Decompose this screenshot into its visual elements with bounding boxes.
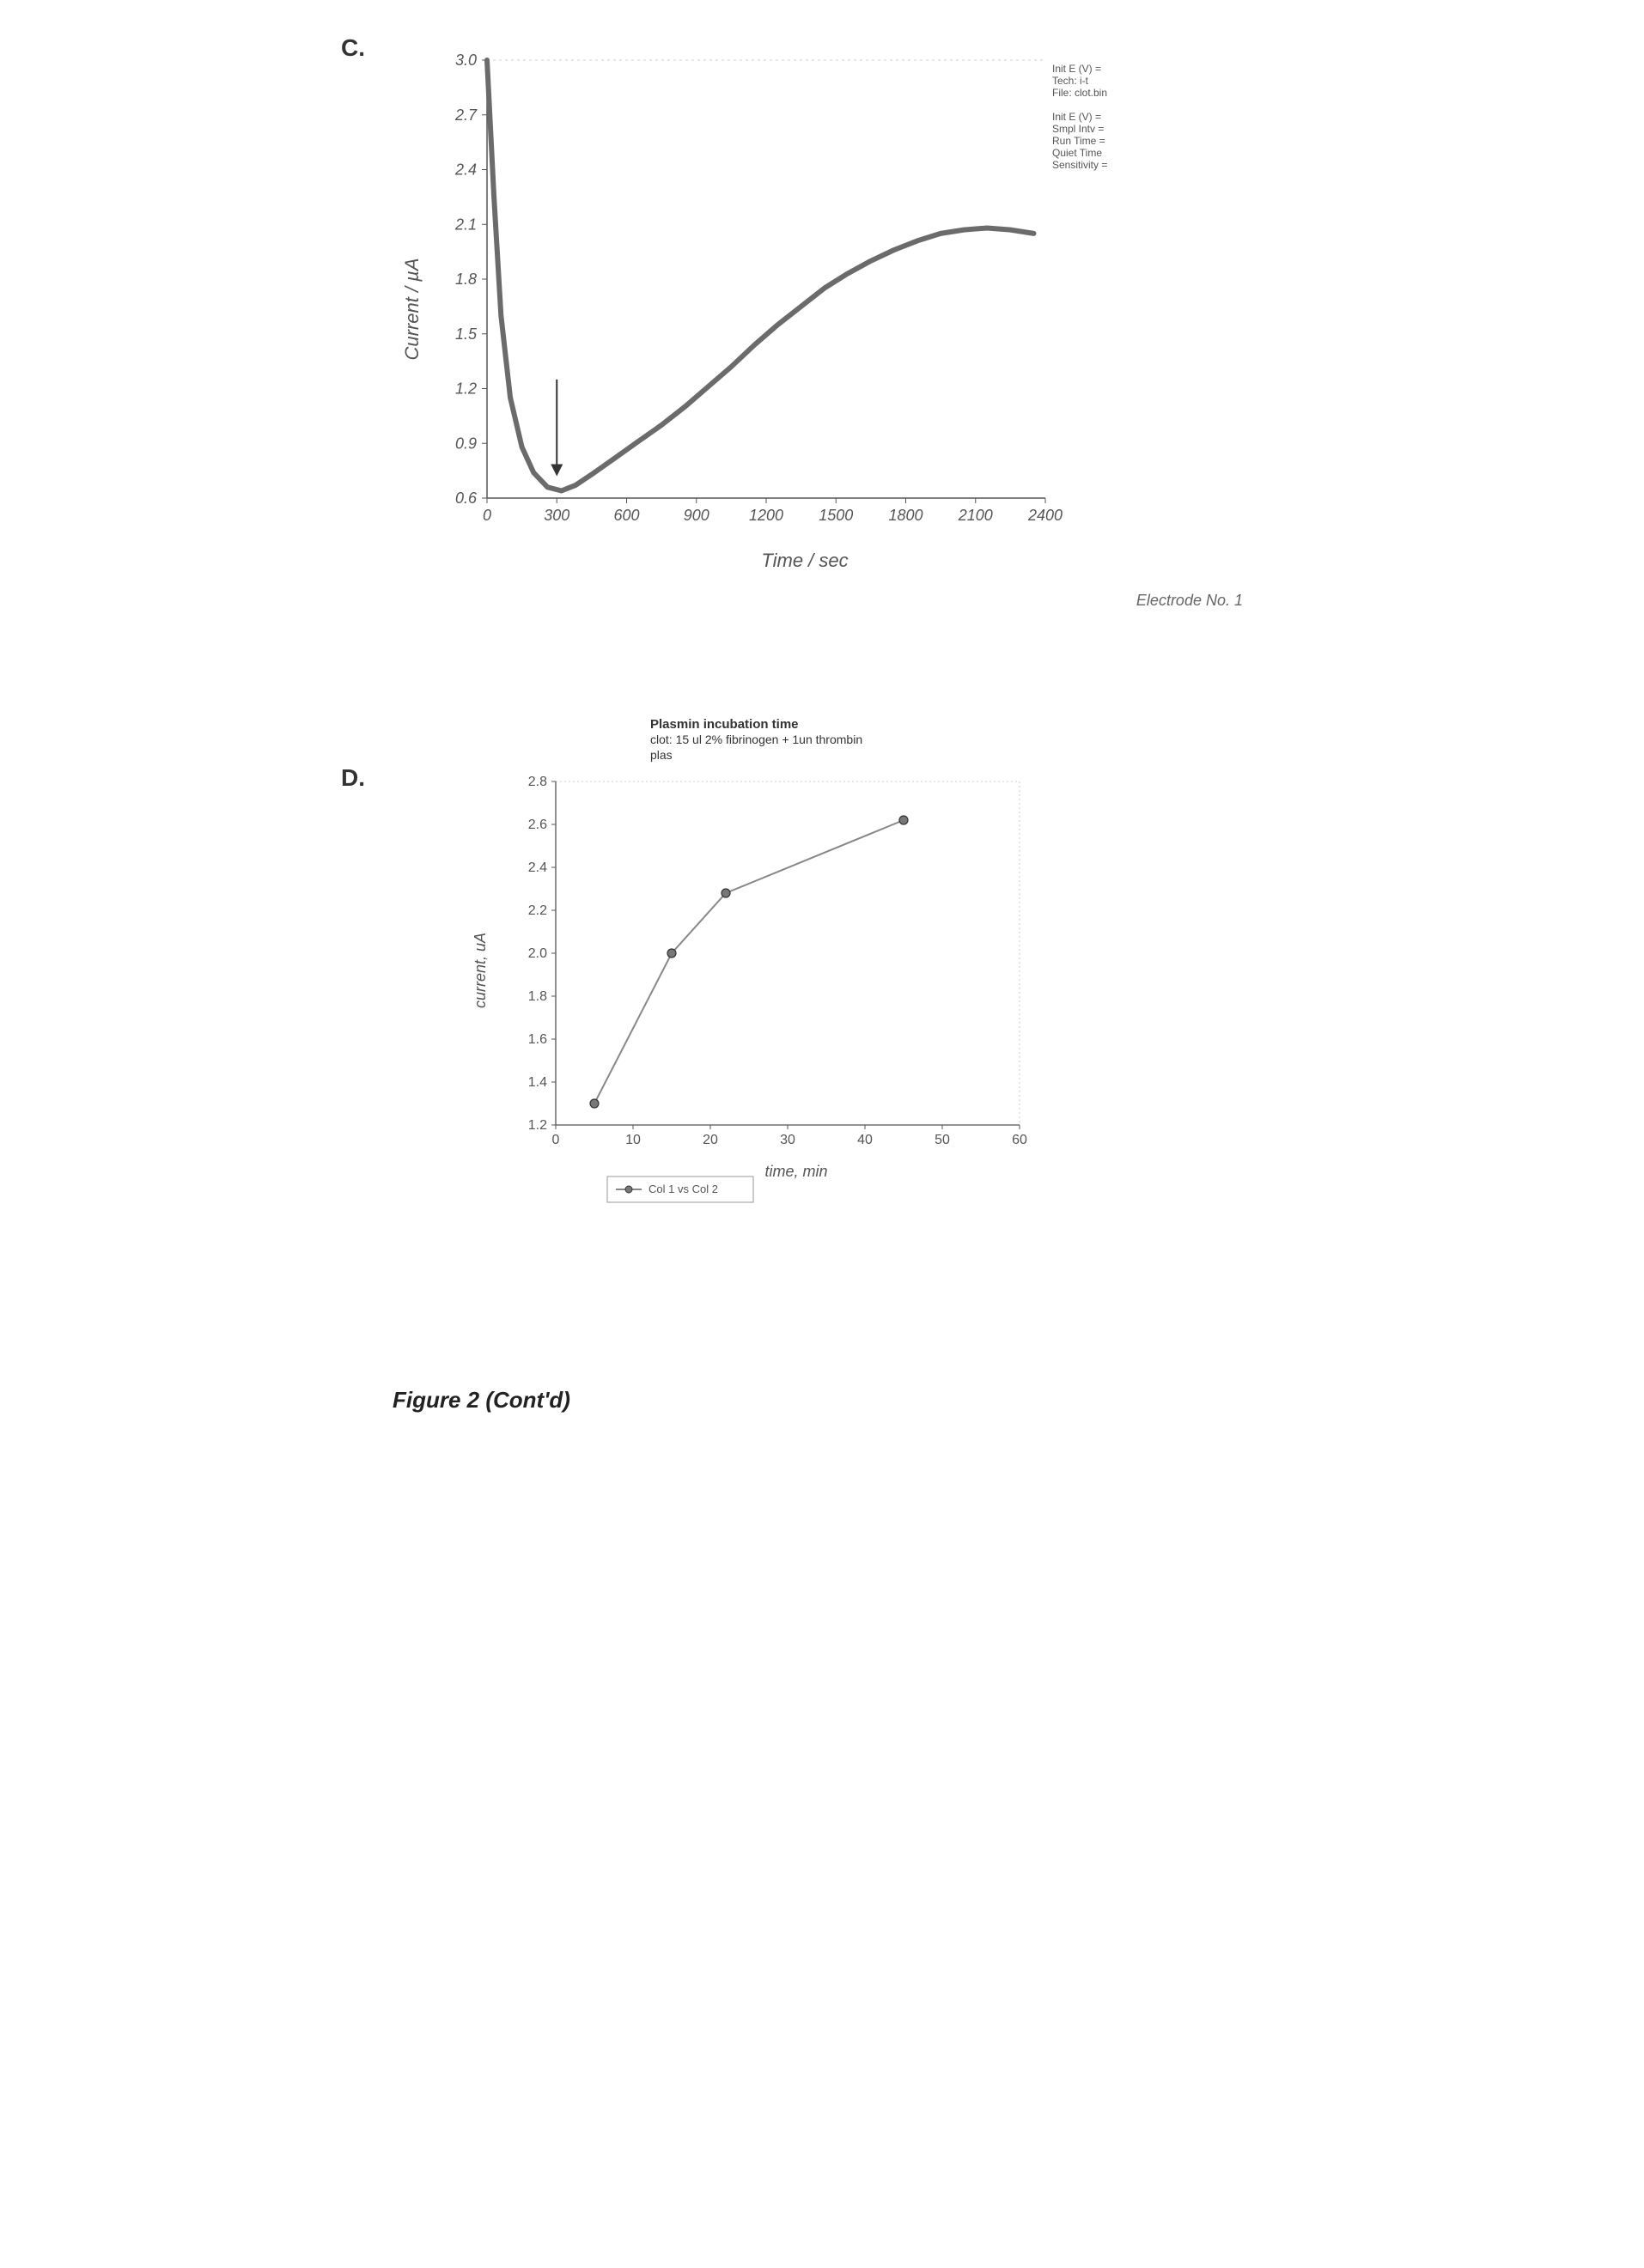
svg-text:300: 300 (544, 507, 569, 524)
chart-c-footer: Electrode No. 1 (393, 592, 1251, 610)
svg-text:2.6: 2.6 (528, 818, 547, 832)
svg-text:1800: 1800 (888, 507, 922, 524)
svg-text:2100: 2100 (958, 507, 993, 524)
svg-text:3.0: 3.0 (455, 52, 477, 69)
svg-text:2400: 2400 (1027, 507, 1063, 524)
svg-text:Smpl Intv =: Smpl Intv = (1052, 123, 1104, 135)
svg-text:1200: 1200 (749, 507, 783, 524)
panel-c-label: C. (341, 34, 365, 62)
svg-text:1.2: 1.2 (528, 1118, 547, 1133)
chart-c-info: Init E (V) = Tech: i-tFile: clot.bin Init… (1052, 63, 1107, 171)
chart-d-legend: Col 1 vs Col 2 (607, 1177, 753, 1202)
svg-text:0.9: 0.9 (455, 435, 477, 452)
svg-text:2.4: 2.4 (528, 860, 547, 875)
svg-text:Init E (V) =: Init E (V) = (1052, 63, 1101, 75)
svg-text:2.0: 2.0 (528, 946, 547, 961)
chart-d-ylabel: current, uA (472, 933, 489, 1008)
svg-text:2.1: 2.1 (454, 216, 477, 233)
chart-c-arrow (551, 380, 563, 477)
chart-c-xlabel: Time / sec (761, 550, 848, 571)
chart-c-ylabel: Current / µA (401, 258, 423, 360)
svg-text:900: 900 (684, 507, 709, 524)
svg-text:0: 0 (483, 507, 491, 524)
svg-text:20: 20 (703, 1133, 718, 1147)
chart-d-line (594, 820, 904, 1104)
svg-text:0.6: 0.6 (455, 489, 478, 507)
svg-text:Col 1 vs Col 2: Col 1 vs Col 2 (648, 1183, 718, 1195)
chart-d-title-1: Plasmin incubation time (650, 717, 799, 732)
panel-d-block: D. Plasmin incubation time clot: 15 ul 2… (393, 713, 1251, 1250)
svg-text:600: 600 (613, 507, 639, 524)
svg-text:Init E (V) =: Init E (V) = (1052, 111, 1101, 123)
svg-text:Run Time =: Run Time = (1052, 135, 1105, 147)
svg-text:10: 10 (625, 1133, 641, 1147)
svg-text:1.6: 1.6 (528, 1032, 547, 1047)
svg-text:1.5: 1.5 (455, 325, 478, 343)
svg-text:1.4: 1.4 (528, 1075, 547, 1090)
svg-text:1.8: 1.8 (455, 271, 477, 288)
svg-text:1.2: 1.2 (455, 380, 477, 398)
chart-d-title-3: plas (650, 748, 673, 762)
svg-text:30: 30 (780, 1133, 795, 1147)
svg-text:2.8: 2.8 (528, 775, 547, 789)
svg-text:File: clot.bin: File: clot.bin (1052, 87, 1107, 99)
svg-text:Tech: i-t: Tech: i-t (1052, 75, 1089, 87)
svg-text:1500: 1500 (819, 507, 853, 524)
chart-d-title-2: clot: 15 ul 2% fibrinogen + 1un thrombin (650, 733, 862, 746)
svg-text:40: 40 (857, 1133, 873, 1147)
chart-c-line (487, 60, 1034, 491)
chart-d-markers (590, 816, 908, 1108)
svg-text:60: 60 (1012, 1133, 1027, 1147)
panel-d-label: D. (341, 764, 365, 792)
chart-c: 0.6 0.9 1.2 1.5 1.8 2.1 2.4 2.7 3.0 0 300 600 900 120… (393, 34, 1166, 584)
chart-d: Plasmin incubation time clot: 15 ul 2% f… (461, 713, 1080, 1245)
figure-caption: Figure 2 (Cont'd) (393, 1387, 1251, 1414)
chart-d-xlabel: time, min (764, 1163, 827, 1180)
svg-text:2.7: 2.7 (454, 106, 478, 124)
panel-c-block: C. 0.60.91.21.51.82.12.42.73.00300600900… (393, 34, 1251, 610)
svg-text:Quiet Time: Quiet Time (1052, 147, 1102, 159)
svg-text:Sensitivity =: Sensitivity = (1052, 159, 1107, 171)
svg-text:2.4: 2.4 (454, 161, 477, 179)
svg-text:0: 0 (552, 1133, 560, 1147)
svg-text:2.2: 2.2 (528, 903, 547, 918)
svg-text:50: 50 (935, 1133, 950, 1147)
svg-text:1.8: 1.8 (528, 989, 547, 1004)
